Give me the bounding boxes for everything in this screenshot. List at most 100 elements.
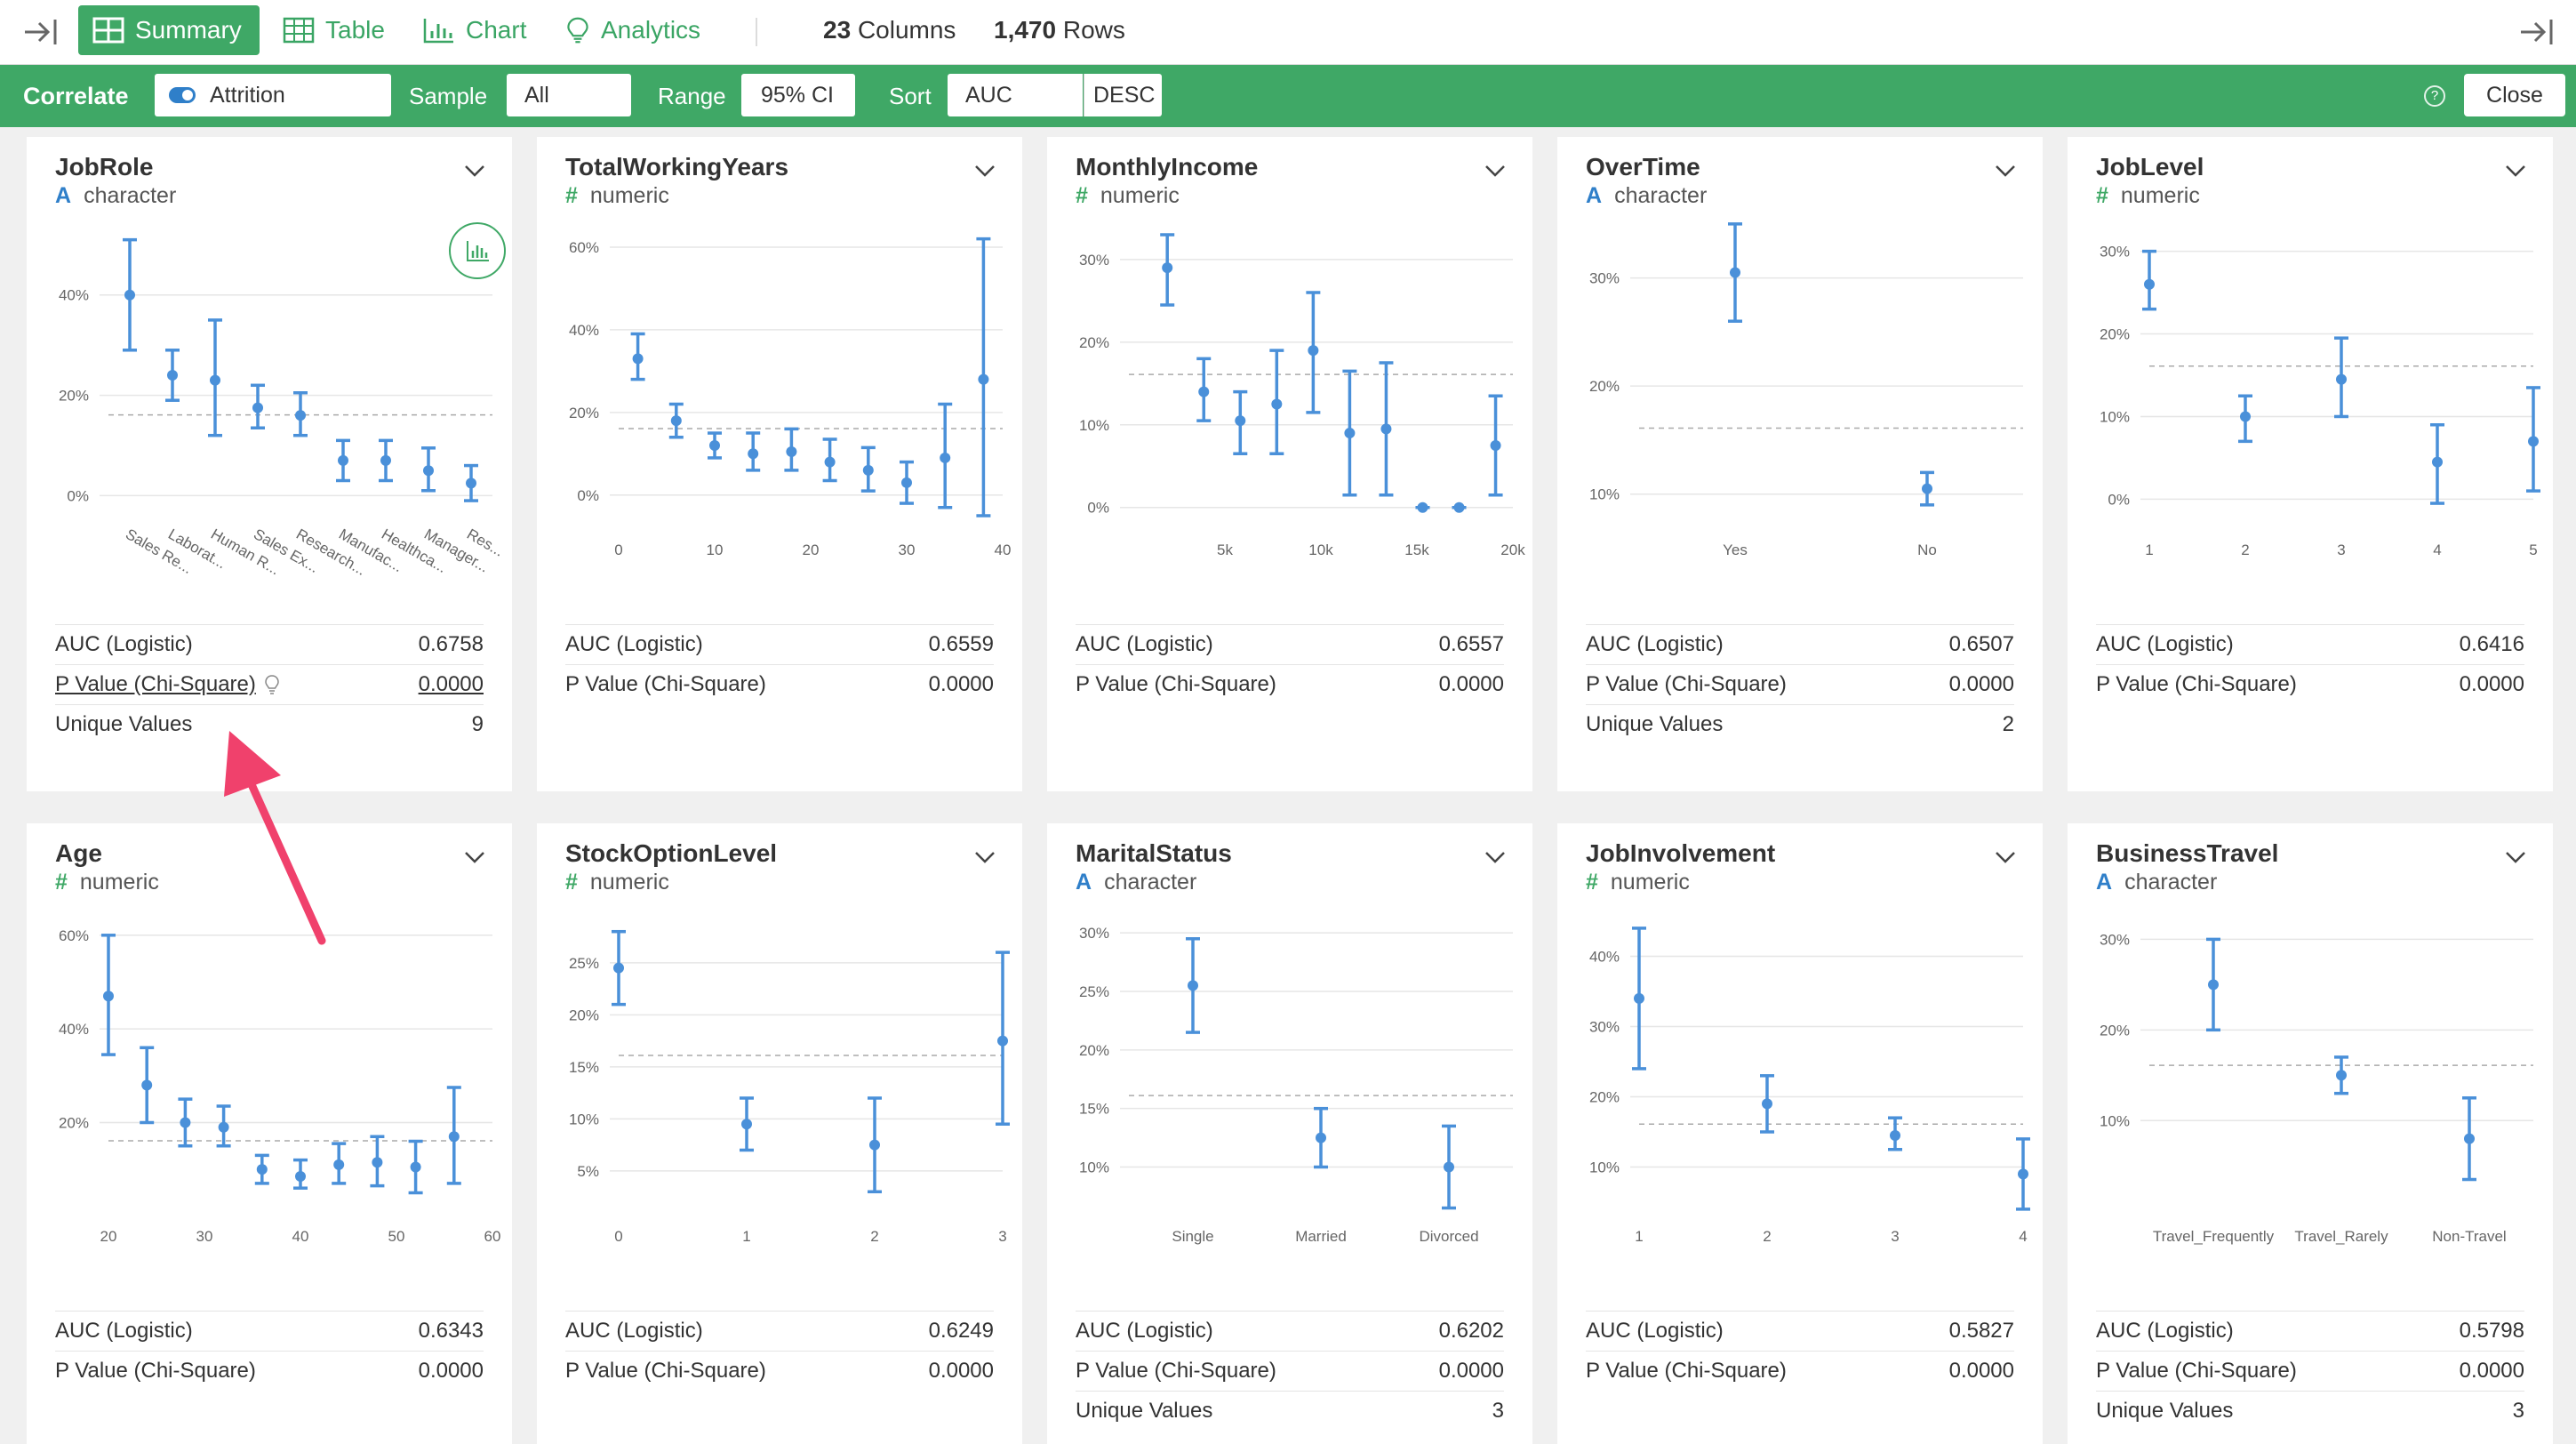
data-point[interactable] [421, 446, 436, 493]
lightbulb-icon[interactable] [265, 674, 279, 695]
data-point[interactable] [1888, 1116, 1902, 1151]
data-point[interactable] [1488, 394, 1503, 497]
data-point[interactable] [464, 463, 478, 502]
data-point[interactable] [784, 427, 799, 472]
data-point[interactable] [708, 431, 722, 460]
variable-card-jobinvolvement: JobInvolvement # numeric 10% 20% 30% 40% 1 2 3 4 AU… [1557, 823, 2043, 1444]
view-tab-table[interactable]: Table [283, 5, 385, 55]
x-tick-label: 1 [2145, 542, 2153, 558]
chevron-down-icon[interactable] [464, 164, 485, 178]
data-point[interactable] [293, 1158, 308, 1190]
data-point[interactable] [938, 402, 953, 509]
data-point[interactable] [1442, 1124, 1456, 1210]
data-point[interactable] [165, 349, 180, 402]
metric-row[interactable]: P Value (Chi-Square) 0.0000 [55, 664, 484, 704]
data-point[interactable] [1269, 349, 1284, 456]
data-point[interactable] [740, 1096, 754, 1152]
chevron-down-icon[interactable] [1995, 850, 2016, 864]
data-point[interactable] [2430, 423, 2444, 505]
data-point[interactable] [2462, 1096, 2476, 1182]
data-point[interactable] [251, 383, 265, 429]
data-point[interactable] [1379, 361, 1394, 497]
data-point[interactable] [1314, 1106, 1328, 1169]
data-point[interactable] [2016, 1137, 2030, 1211]
metric-label: P Value (Chi-Square) [1586, 1359, 1787, 1384]
data-point[interactable] [2142, 249, 2156, 311]
close-button[interactable]: Close [2464, 74, 2565, 116]
data-point[interactable] [1728, 222, 1742, 323]
data-point[interactable] [178, 1097, 193, 1148]
mean-dot [380, 454, 391, 466]
collapse-left-icon[interactable] [21, 14, 60, 50]
chevron-down-icon[interactable] [2505, 850, 2526, 864]
help-icon[interactable]: ? [2424, 85, 2445, 107]
data-point[interactable] [446, 1086, 461, 1185]
data-point[interactable] [1196, 357, 1212, 422]
data-point[interactable] [2334, 336, 2348, 419]
data-point[interactable] [1160, 233, 1175, 307]
data-point[interactable] [976, 237, 991, 517]
chevron-down-icon[interactable] [1484, 164, 1506, 178]
data-point[interactable] [1415, 501, 1430, 513]
chevron-down-icon[interactable] [2505, 164, 2526, 178]
data-point[interactable] [612, 929, 626, 1007]
data-point[interactable] [293, 391, 308, 437]
data-point[interactable] [1186, 937, 1200, 1034]
data-point[interactable] [123, 237, 137, 352]
attrition-rate-chart: 10% 20% 30% 40% 1 2 3 4 [1589, 927, 2030, 1245]
data-point[interactable] [216, 1104, 231, 1148]
collapse-right-icon[interactable] [2517, 14, 2556, 50]
data-point[interactable] [746, 431, 761, 472]
sort-column-select[interactable]: AUC [948, 74, 1083, 116]
chart-type-button[interactable] [448, 221, 507, 280]
toggle-icon[interactable] [169, 87, 196, 103]
attrition-rate-chart: 0% 20% 40% 60% 0 10 20 30 40 [569, 237, 1011, 558]
data-point[interactable] [668, 402, 684, 439]
sort-order-select[interactable]: DESC [1084, 74, 1162, 116]
chevron-down-icon[interactable] [1995, 164, 2016, 178]
target-variable-toggle[interactable]: Attrition [155, 74, 391, 116]
data-point[interactable] [336, 438, 350, 483]
data-point[interactable] [379, 438, 393, 483]
data-point[interactable] [2238, 394, 2252, 444]
data-point[interactable] [1632, 927, 1646, 1071]
data-point[interactable] [208, 318, 222, 437]
data-point[interactable] [332, 1142, 347, 1185]
data-point[interactable] [900, 460, 914, 505]
data-point[interactable] [1342, 369, 1357, 497]
data-point[interactable] [1233, 389, 1248, 456]
data-point[interactable] [2206, 937, 2220, 1032]
data-point[interactable] [822, 437, 837, 483]
view-tab-chart[interactable]: Chart [423, 5, 526, 55]
data-point[interactable] [101, 934, 116, 1056]
data-point[interactable] [630, 332, 645, 381]
column-type: # numeric [2096, 183, 2200, 209]
data-point[interactable] [1760, 1074, 1774, 1134]
data-point[interactable] [254, 1153, 269, 1185]
metric-label: AUC (Logistic) [55, 1319, 193, 1344]
chevron-down-icon[interactable] [1484, 850, 1506, 864]
metric-value: 0.0000 [928, 672, 994, 696]
data-point[interactable] [1920, 470, 1934, 507]
data-point[interactable] [1306, 291, 1321, 414]
mean-dot [978, 373, 989, 385]
chevron-down-icon[interactable] [974, 850, 996, 864]
view-tab-summary[interactable]: Summary [78, 5, 260, 55]
data-point[interactable] [140, 1046, 155, 1125]
data-point[interactable] [370, 1135, 385, 1188]
data-point[interactable] [408, 1139, 423, 1195]
view-tab-analytics[interactable]: Analytics [565, 5, 700, 55]
data-point[interactable] [2526, 386, 2540, 493]
data-point[interactable] [2334, 1055, 2348, 1095]
data-point[interactable] [996, 951, 1010, 1126]
metric-label-text[interactable]: P Value (Chi-Square) [55, 672, 256, 696]
data-point[interactable] [860, 445, 876, 493]
sample-select[interactable]: All [507, 74, 631, 116]
range-select[interactable]: 95% CI [741, 74, 855, 116]
data-point[interactable] [1452, 501, 1467, 513]
data-point[interactable] [868, 1096, 882, 1194]
chevron-down-icon[interactable] [974, 164, 996, 178]
chevron-down-icon[interactable] [464, 850, 485, 864]
y-tick-label: 60% [569, 239, 599, 256]
metric-label-text: P Value (Chi-Square) [55, 1359, 256, 1383]
